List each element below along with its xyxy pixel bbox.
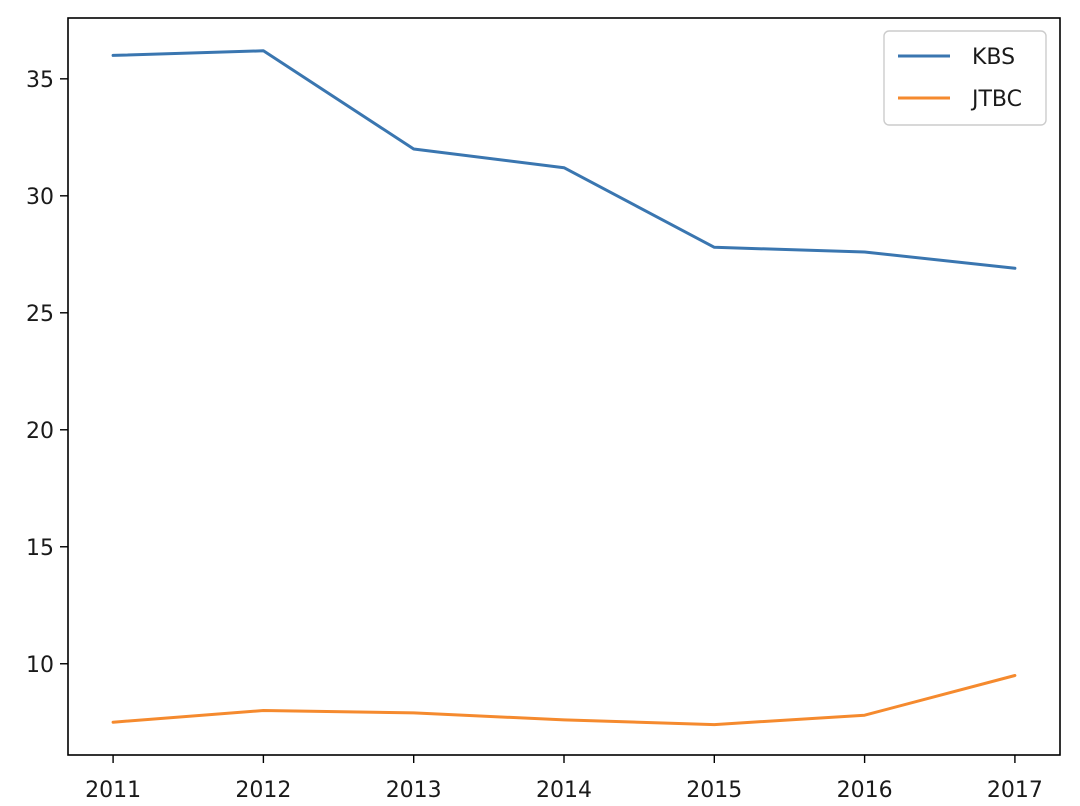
y-tick-label: 15 <box>26 536 54 561</box>
x-tick-label: 2016 <box>837 778 893 803</box>
x-tick-label: 2012 <box>235 778 291 803</box>
legend: KBS JTBC <box>883 30 1047 126</box>
y-tick-label: 10 <box>26 653 54 678</box>
y-tick-label: 30 <box>26 185 54 210</box>
series-line-kbs <box>111 49 1017 270</box>
x-tick-label: 2017 <box>987 778 1043 803</box>
y-axis: 10 15 20 25 30 35 <box>26 68 68 678</box>
legend-label-jtbc: JTBC <box>970 87 1022 112</box>
x-tick-label: 2014 <box>536 778 592 803</box>
x-tick-label: 2015 <box>686 778 742 803</box>
x-tick-label: 2011 <box>85 778 141 803</box>
y-tick-label: 35 <box>26 68 54 93</box>
series-line-jtbc <box>111 674 1017 727</box>
x-tick-label: 2013 <box>386 778 442 803</box>
x-axis: 2011 2012 2013 2014 2015 2016 2017 <box>85 755 1043 803</box>
series-lines <box>111 49 1017 727</box>
y-tick-label: 25 <box>26 302 54 327</box>
legend-label-kbs: KBS <box>972 45 1015 70</box>
plot-area <box>67 17 1061 756</box>
y-tick-label: 20 <box>26 419 54 444</box>
